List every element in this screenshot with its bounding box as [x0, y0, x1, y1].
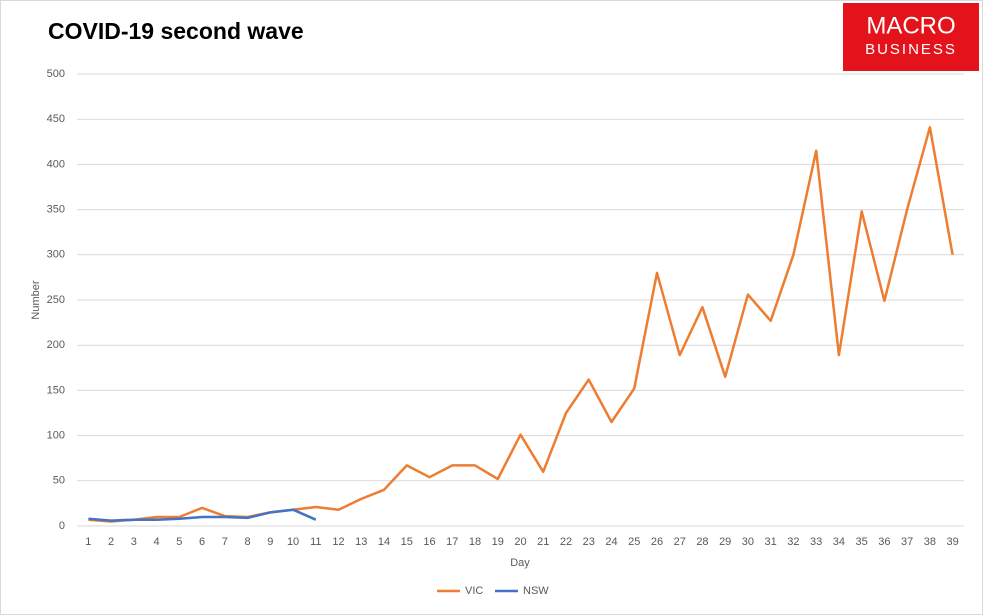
x-tick-label: 14	[378, 536, 390, 548]
legend-label: NSW	[523, 585, 549, 597]
x-tick-label: 37	[901, 536, 913, 548]
y-tick-label: 100	[47, 430, 65, 442]
x-tick-label: 29	[719, 536, 731, 548]
x-tick-label: 30	[742, 536, 754, 548]
legend-label: VIC	[465, 585, 483, 597]
x-tick-label: 20	[514, 536, 526, 548]
x-tick-label: 5	[176, 536, 182, 548]
y-tick-label: 250	[47, 294, 65, 306]
y-tick-label: 150	[47, 384, 65, 396]
x-tick-label: 16	[423, 536, 435, 548]
logo-text: MACRO	[866, 12, 955, 39]
x-tick-label: 8	[245, 536, 251, 548]
x-tick-label: 10	[287, 536, 299, 548]
x-tick-label: 31	[765, 536, 777, 548]
x-tick-label: 38	[924, 536, 936, 548]
x-tick-label: 18	[469, 536, 481, 548]
x-tick-label: 6	[199, 536, 205, 548]
x-tick-label: 34	[833, 536, 845, 548]
x-tick-label: 28	[696, 536, 708, 548]
x-axis-label: Day	[510, 557, 530, 569]
y-tick-label: 0	[59, 520, 65, 532]
x-tick-label: 33	[810, 536, 822, 548]
x-tick-label: 9	[267, 536, 273, 548]
x-tick-label: 7	[222, 536, 228, 548]
x-tick-label: 24	[605, 536, 617, 548]
x-tick-label: 27	[674, 536, 686, 548]
x-tick-label: 19	[492, 536, 504, 548]
x-tick-label: 15	[401, 536, 413, 548]
x-tick-label: 12	[332, 536, 344, 548]
x-tick-label: 13	[355, 536, 367, 548]
series-line	[88, 508, 317, 522]
x-tick-label: 2	[108, 536, 114, 548]
logo-box	[843, 3, 979, 71]
x-tick-label: 17	[446, 536, 458, 548]
x-tick-label: 23	[583, 536, 595, 548]
y-tick-label: 300	[47, 249, 65, 261]
x-tick-label: 3	[131, 536, 137, 548]
x-tick-label: 25	[628, 536, 640, 548]
x-tick-label: 1	[85, 536, 91, 548]
x-tick-label: 36	[878, 536, 890, 548]
x-tick-label: 22	[560, 536, 572, 548]
x-tick-label: 4	[154, 536, 160, 548]
y-axis-label: Number	[30, 280, 42, 319]
chart-title: COVID-19 second wave	[48, 18, 304, 44]
y-tick-label: 350	[47, 204, 65, 216]
x-tick-label: 11	[310, 536, 321, 548]
y-tick-label: 450	[47, 113, 65, 125]
y-tick-label: 500	[47, 68, 65, 80]
x-tick-label: 26	[651, 536, 663, 548]
x-tick-label: 32	[787, 536, 799, 548]
y-tick-label: 50	[53, 475, 65, 487]
x-tick-label: 35	[856, 536, 868, 548]
x-tick-label: 39	[947, 536, 959, 548]
x-tick-label: 21	[537, 536, 549, 548]
logo-text: BUSINESS	[865, 41, 957, 58]
y-tick-label: 200	[47, 339, 65, 351]
y-tick-label: 400	[47, 158, 65, 170]
